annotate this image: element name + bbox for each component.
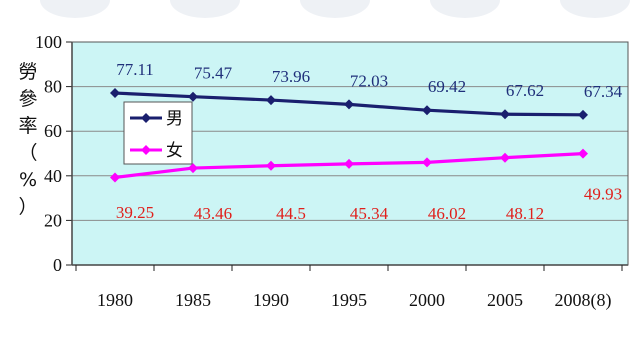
y-axis-label-char: 參 — [18, 88, 37, 110]
x-tick-label: 1985 — [175, 290, 211, 310]
legend: 男女 — [123, 101, 193, 165]
y-axis-label: 勞參率 （% ） — [18, 61, 37, 218]
male-data-point — [188, 91, 198, 102]
y-tick-label: 20 — [44, 210, 62, 230]
female-data-point — [500, 152, 510, 163]
female-data-label: 49.93 — [584, 185, 622, 204]
female-data-point — [188, 163, 198, 174]
y-axis-label-char: 率 — [18, 115, 37, 137]
male-data-point — [266, 95, 276, 106]
decor-shape — [560, 0, 630, 18]
x-tick-label: 1980 — [97, 290, 133, 310]
legend-male-marker — [141, 113, 151, 123]
y-tick-label: 100 — [35, 32, 62, 52]
female-data-point — [266, 160, 276, 171]
x-tick-labels: 1980 1985 1990 1995 2000 2005 2008(8) — [97, 290, 612, 311]
female-data-label: 43.46 — [194, 204, 232, 223]
legend-female-label: 女 — [166, 141, 183, 161]
y-tick-label: 40 — [44, 166, 62, 186]
male-data-point — [422, 105, 432, 116]
female-data-point — [422, 157, 432, 168]
male-data-label: 75.47 — [194, 64, 233, 83]
male-data-point — [500, 109, 510, 120]
legend-male-label: 男 — [166, 109, 183, 129]
y-tick-label: 60 — [44, 121, 62, 141]
decor-shape — [300, 0, 370, 18]
x-tick-label: 2008(8) — [555, 290, 612, 311]
x-tick-label: 2005 — [487, 290, 523, 310]
y-axis-label-char: ） — [18, 196, 37, 218]
male-data-point — [578, 109, 588, 120]
male-data-label: 73.96 — [272, 67, 310, 86]
series-layer — [110, 88, 588, 183]
y-tick-labels: 0 20 40 60 80 100 — [35, 32, 62, 275]
male-data-label: 67.34 — [584, 82, 623, 101]
female-data-point — [110, 172, 120, 183]
x-tick-label: 1990 — [253, 290, 289, 310]
y-tick-label: 80 — [44, 77, 62, 97]
y-tick-label: 0 — [53, 255, 62, 275]
legend-box — [123, 101, 193, 165]
data-labels: 77.11 75.47 73.96 72.03 69.42 67.62 67.34 39.25… — [116, 60, 623, 223]
legend-female-marker — [141, 145, 151, 155]
male-data-point — [110, 88, 120, 99]
female-data-label: 39.25 — [116, 203, 154, 222]
female-data-label: 45.34 — [350, 204, 389, 223]
male-data-label: 69.42 — [428, 77, 466, 96]
decor-shape — [40, 0, 110, 18]
decor-shape — [170, 0, 240, 18]
male-data-label: 67.62 — [506, 81, 544, 100]
axes — [71, 41, 629, 271]
male-data-label: 72.03 — [350, 71, 388, 90]
female-data-label: 44.5 — [276, 204, 306, 223]
male-data-label: 77.11 — [116, 60, 154, 79]
y-axis-label-char: % — [19, 169, 37, 191]
female-data-label: 46.02 — [428, 204, 466, 223]
x-tick-label: 1995 — [331, 290, 367, 310]
female-data-point — [578, 148, 588, 159]
plot-border — [71, 41, 629, 266]
y-axis-label-char: （ — [18, 142, 37, 164]
decor-shape — [430, 0, 500, 18]
male-data-point — [344, 99, 354, 110]
female-data-point — [344, 158, 354, 169]
y-axis-label-char: 勞 — [18, 61, 37, 83]
x-tick-label: 2000 — [409, 290, 445, 310]
female-data-label: 48.12 — [506, 204, 544, 223]
